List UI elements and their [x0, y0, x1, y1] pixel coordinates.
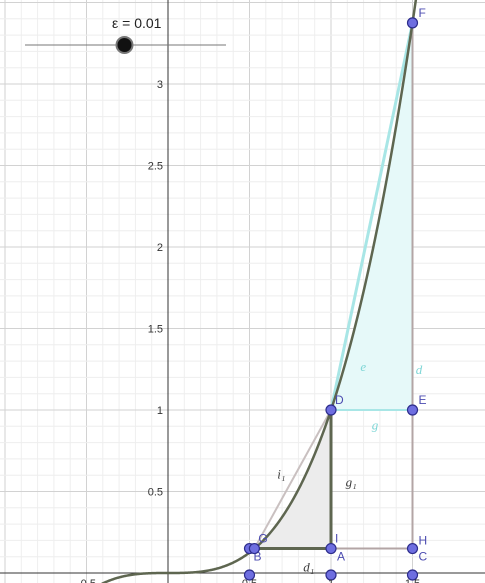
- x-tick-label: 1: [328, 578, 334, 583]
- slider-label: ε = 0.01: [112, 15, 162, 31]
- y-tick-label: 3: [157, 79, 163, 91]
- point-label-G: G: [258, 532, 267, 546]
- segment-label: g: [372, 418, 379, 433]
- point-label-C: C: [419, 550, 428, 564]
- point-label-A: A: [337, 550, 345, 564]
- segment-label: g₁: [346, 475, 357, 490]
- axis-point[interactable]: [406, 569, 419, 581]
- function-curve: [100, 0, 418, 583]
- y-tick-label: 1: [157, 405, 163, 417]
- x-tick-label: -0.5: [77, 578, 96, 583]
- segment-label: d₁: [303, 559, 314, 574]
- point-E[interactable]: [406, 404, 419, 416]
- point-A[interactable]: [325, 542, 337, 555]
- points[interactable]: A B C D E F G H I: [243, 6, 428, 581]
- segment-DF: [329, 22, 414, 411]
- point-D[interactable]: [325, 404, 337, 416]
- y-tick-label: 2: [157, 242, 163, 254]
- point-label-H: H: [419, 534, 428, 548]
- segments: [249, 22, 414, 551]
- segment-label: d: [416, 362, 423, 377]
- point-G[interactable]: [248, 542, 260, 555]
- y-tick-label: 0.5: [148, 487, 163, 499]
- axis-point[interactable]: [243, 569, 256, 581]
- y-tick-label: 1.5: [148, 324, 163, 336]
- point-label-F: F: [419, 6, 426, 20]
- point-label-D: D: [335, 393, 344, 407]
- x-tick-label: 0.5: [242, 578, 257, 583]
- curve-f: [100, 0, 418, 583]
- point-C[interactable]: [406, 542, 419, 555]
- point-label-E: E: [419, 393, 427, 407]
- region-fills: [254, 22, 413, 549]
- segment-labels: d₁ i₁ g₁ e d g: [277, 359, 423, 574]
- y-tick-label: 2.5: [148, 161, 163, 173]
- x-tick-label: 1.5: [405, 578, 420, 583]
- point-label-B: B: [254, 550, 262, 564]
- point-F[interactable]: [406, 17, 419, 29]
- tick-labels: 0.5 1 1.5 2 2.5 3 0.5 1 1.5 -0.5: [77, 79, 420, 583]
- segment-GD: [253, 409, 332, 550]
- slider-knob[interactable]: [115, 36, 134, 54]
- segment-label: i₁: [277, 466, 285, 481]
- lower-region: [254, 410, 331, 549]
- upper-region: [331, 22, 413, 410]
- axis-point[interactable]: [325, 569, 337, 581]
- epsilon-slider[interactable]: ε = 0.01: [25, 15, 226, 54]
- point-label-I: I: [335, 532, 338, 546]
- segment-label: e: [360, 359, 366, 374]
